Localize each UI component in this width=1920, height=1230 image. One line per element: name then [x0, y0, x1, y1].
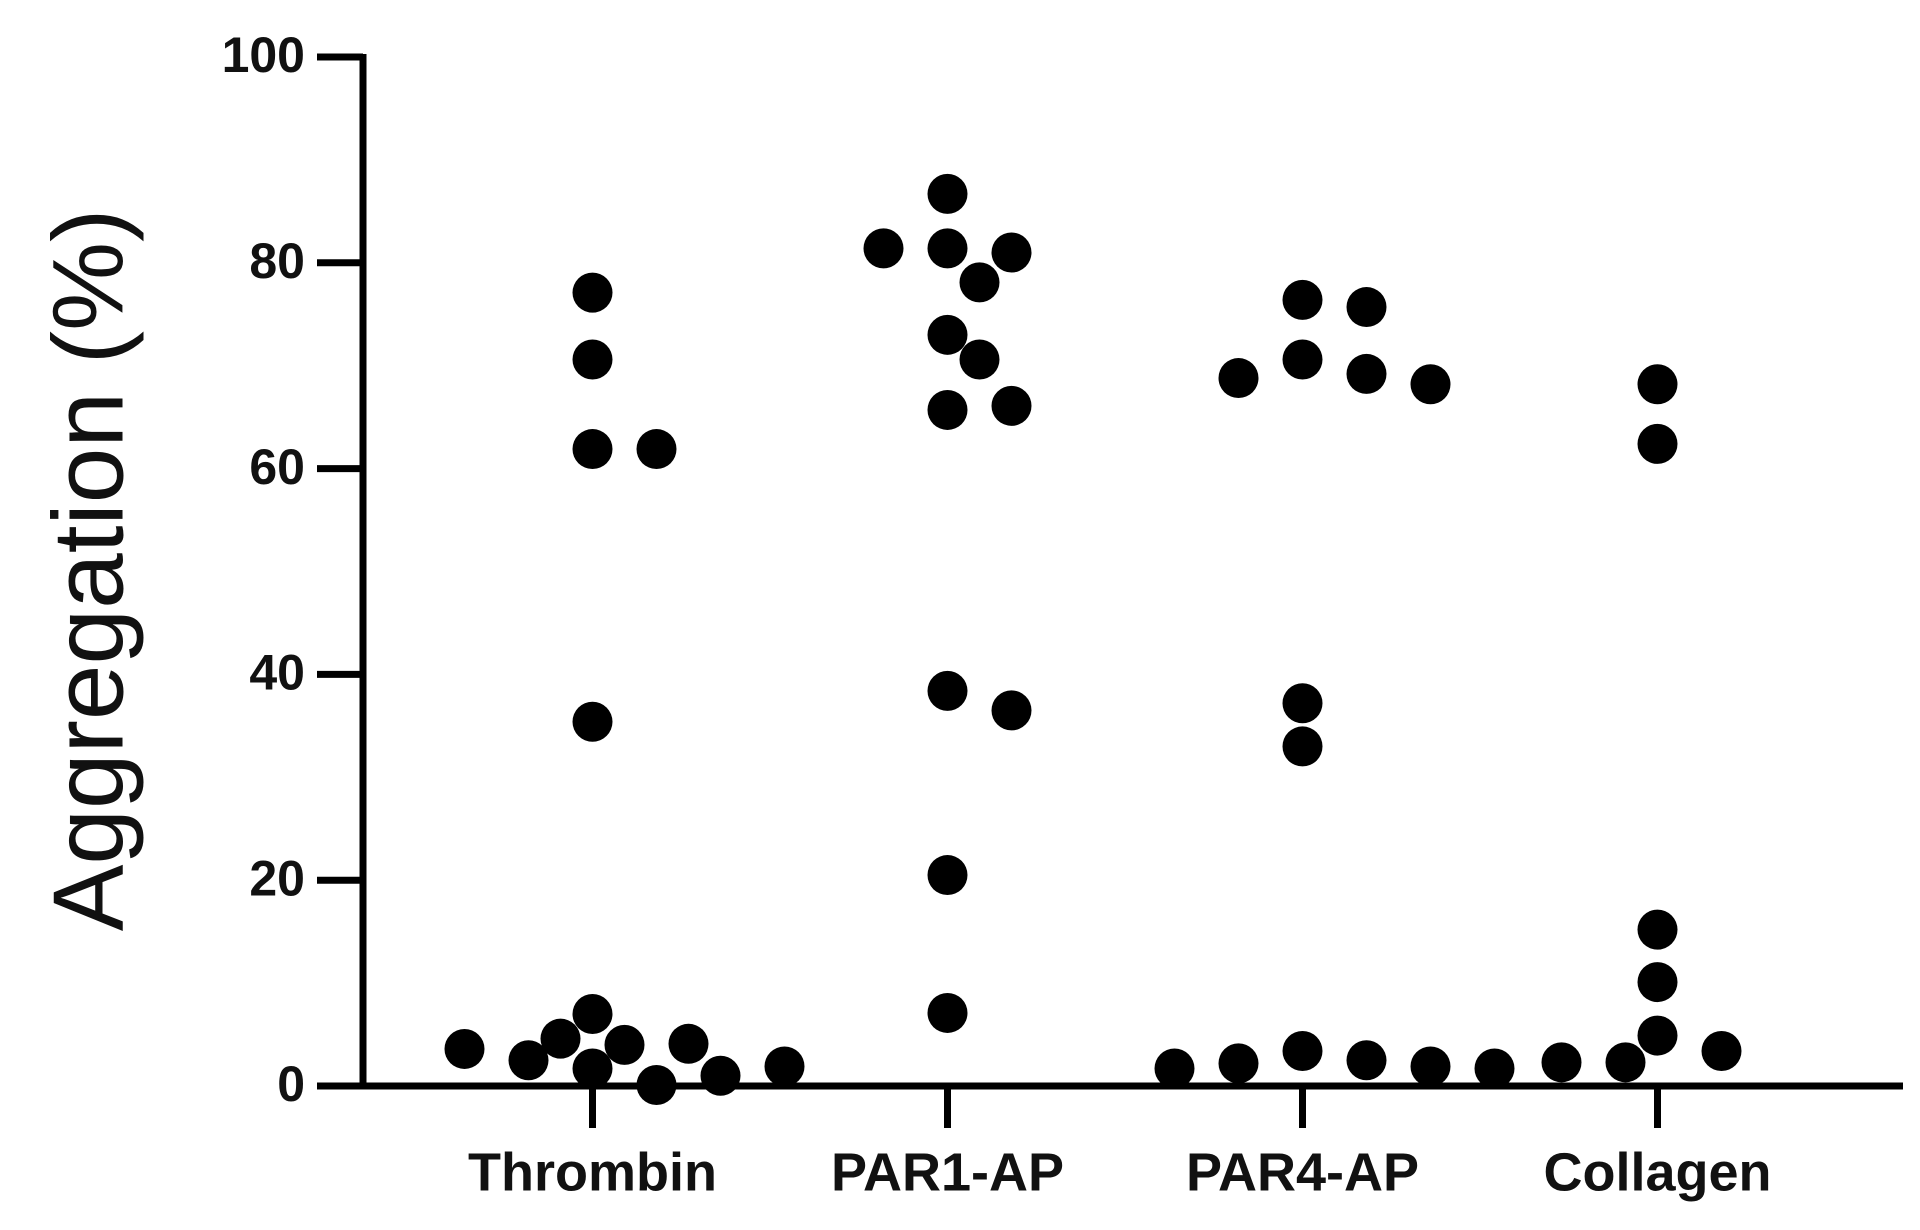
x-tick-label: Thrombin	[468, 1142, 717, 1202]
data-point	[1410, 1046, 1451, 1087]
data-point	[508, 1040, 549, 1081]
data-point	[1282, 726, 1323, 767]
y-tick-label: 40	[249, 645, 305, 701]
data-point	[927, 670, 968, 711]
y-tick-label: 0	[277, 1056, 305, 1112]
data-point	[991, 690, 1032, 731]
data-point	[1637, 909, 1678, 950]
data-point	[927, 314, 968, 355]
data-point	[572, 272, 613, 313]
data-point	[540, 1018, 581, 1059]
x-tick-label: Collagen	[1543, 1142, 1771, 1202]
data-point	[1218, 1043, 1259, 1084]
y-tick-label: 100	[222, 27, 305, 83]
data-point	[1637, 962, 1678, 1003]
x-tick-label: PAR4-AP	[1186, 1142, 1419, 1202]
data-point	[1637, 364, 1678, 405]
y-tick-label: 20	[249, 850, 305, 906]
data-point	[1282, 339, 1323, 380]
data-point	[1282, 1031, 1323, 1072]
data-point	[572, 993, 613, 1034]
y-tick-label: 80	[249, 233, 305, 289]
data-point	[1474, 1048, 1515, 1089]
data-point	[1701, 1031, 1742, 1072]
data-point	[1282, 279, 1323, 320]
data-point	[959, 262, 1000, 303]
data-point	[991, 385, 1032, 426]
data-point	[1637, 1015, 1678, 1056]
data-point	[927, 173, 968, 214]
data-point	[1346, 353, 1387, 394]
data-point	[1346, 287, 1387, 328]
y-axis-title: Aggregation (%)	[32, 209, 144, 932]
data-point	[572, 701, 613, 742]
data-point	[927, 228, 968, 269]
data-point	[572, 429, 613, 470]
y-tick-label: 60	[249, 439, 305, 495]
data-point	[1218, 358, 1259, 399]
data-point	[572, 1048, 613, 1089]
data-point	[764, 1046, 805, 1087]
data-point	[1637, 423, 1678, 464]
x-tick-label: PAR1-AP	[831, 1142, 1064, 1202]
data-point	[636, 1064, 677, 1105]
data-point	[927, 992, 968, 1033]
data-point	[959, 339, 1000, 380]
data-point	[1605, 1042, 1646, 1083]
data-point	[668, 1023, 709, 1064]
data-point	[636, 429, 677, 470]
data-point	[1282, 683, 1323, 724]
data-point	[604, 1024, 645, 1065]
data-point	[991, 232, 1032, 273]
data-point	[572, 339, 613, 380]
data-point	[863, 228, 904, 269]
data-point	[1410, 364, 1451, 405]
data-point	[1154, 1048, 1195, 1089]
data-point	[700, 1055, 741, 1096]
data-point	[927, 855, 968, 896]
data-point	[927, 389, 968, 430]
data-point	[1346, 1040, 1387, 1081]
data-point	[1541, 1042, 1582, 1083]
data-point	[444, 1028, 485, 1069]
